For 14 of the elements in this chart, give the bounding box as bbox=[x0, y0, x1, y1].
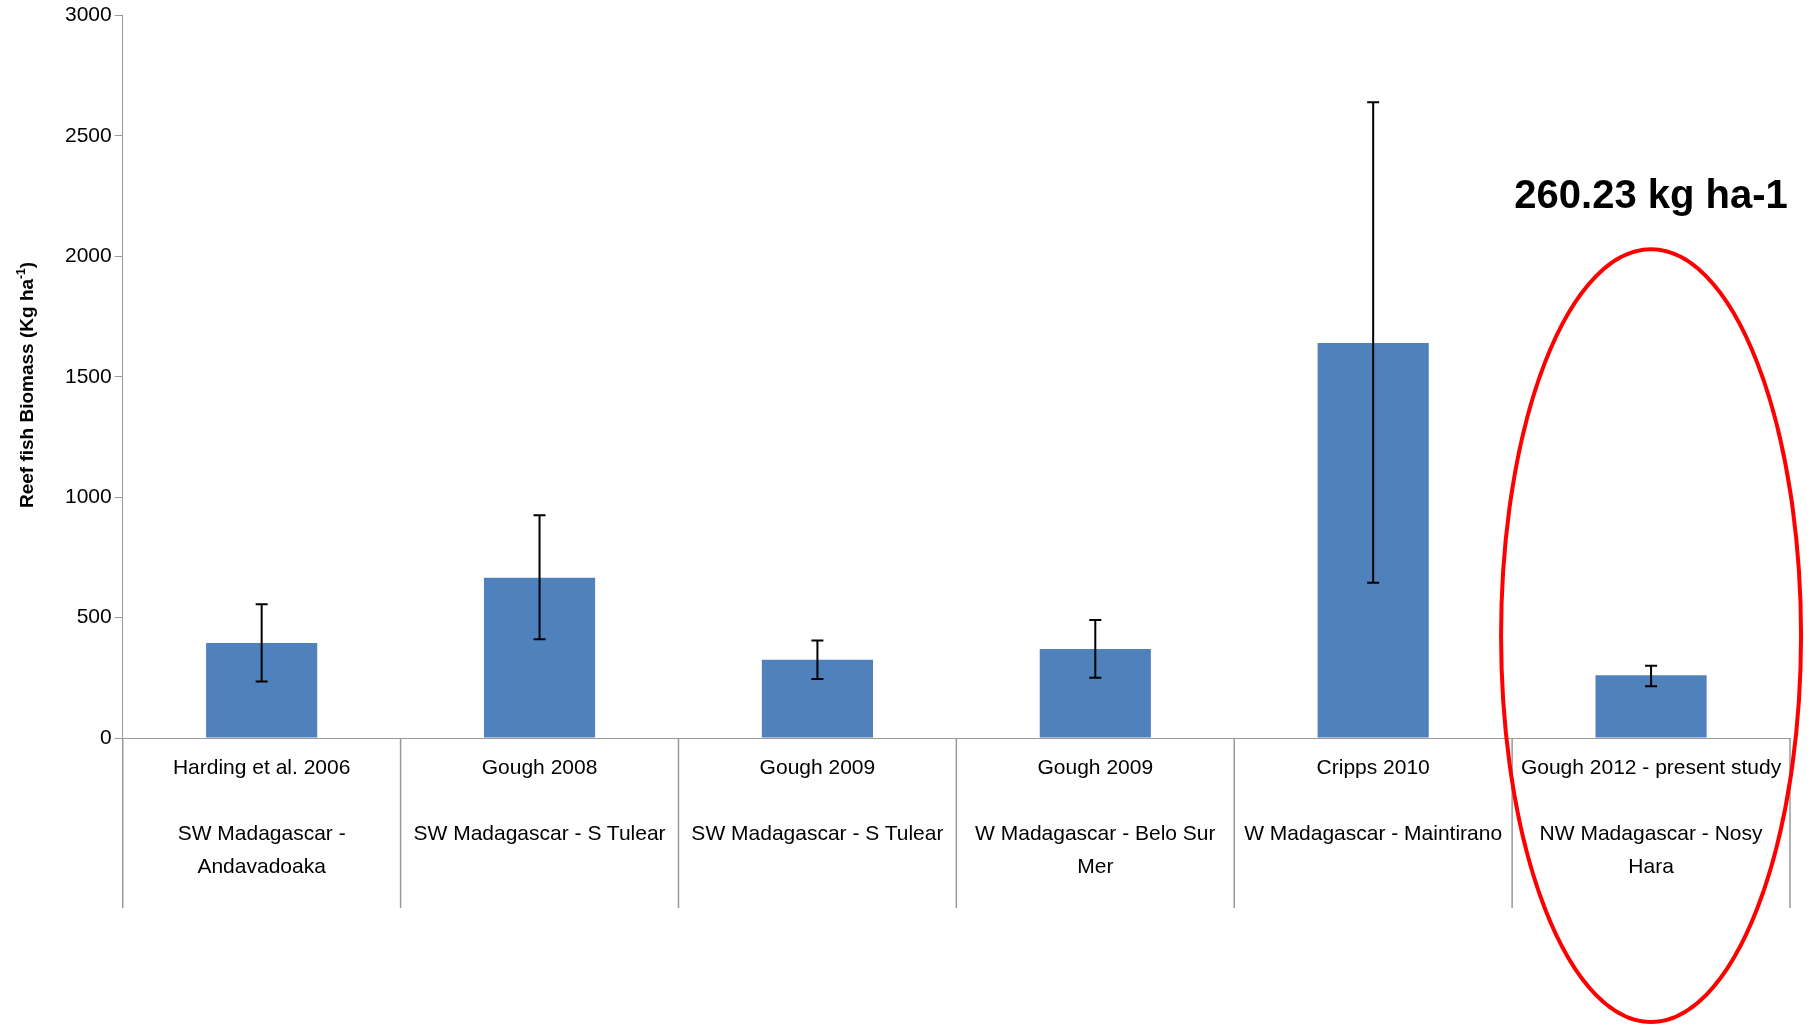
y-tick-label: 1500 bbox=[65, 363, 112, 387]
y-tick-label: 2000 bbox=[65, 243, 112, 267]
annotation: 260.23 kg ha-1 bbox=[1514, 172, 1788, 217]
category-label: Gough 2009 SW Madagascar - S Tulear bbox=[691, 755, 944, 845]
y-tick-label: 2500 bbox=[65, 122, 112, 146]
category-label: Gough 2009 W Madagascar - Belo Sur Mer bbox=[975, 755, 1216, 878]
y-tick-label: 0 bbox=[100, 724, 112, 748]
category-label: Cripps 2010 W Madagascar - Maintirano bbox=[1244, 755, 1503, 845]
category-label: Gough 2008 SW Madagascar - S Tulear bbox=[413, 755, 666, 845]
y-tick-label: 500 bbox=[76, 604, 112, 628]
y-tick-label: 3000 bbox=[65, 2, 112, 26]
y-tick-label: 1000 bbox=[65, 484, 112, 507]
category-label: Harding et al. 2006 SW Madagascar - Andavadoaka bbox=[172, 755, 351, 878]
category-label: Gough 2012 - present study NW Madagascar - Nosy Hara bbox=[1520, 755, 1782, 878]
